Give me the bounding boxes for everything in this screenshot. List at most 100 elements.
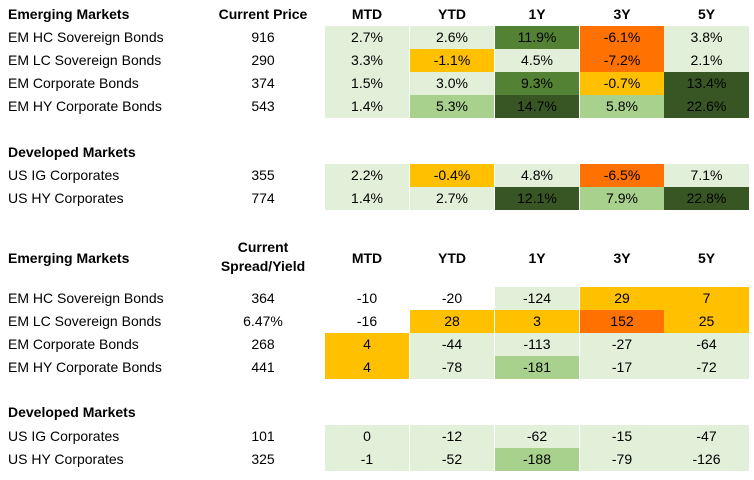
price-table-header: Emerging Markets Current Price MTD YTD 1… bbox=[0, 3, 754, 26]
metric-cell: 2.6% bbox=[410, 26, 494, 49]
row-value: 364 bbox=[251, 290, 275, 306]
metric-cell: -72 bbox=[664, 356, 749, 379]
column-header: 1Y bbox=[528, 6, 546, 22]
column-header: Current Price bbox=[218, 6, 308, 22]
row-value: 774 bbox=[251, 190, 275, 206]
metric-cell: 3.8% bbox=[664, 26, 749, 49]
metric-cell: 7.9% bbox=[580, 187, 664, 210]
row-label: EM HY Corporate Bonds bbox=[8, 98, 162, 114]
metric-cell: 1.4% bbox=[325, 95, 409, 118]
metric-cell: 2.1% bbox=[664, 49, 749, 72]
metric-cell: -181 bbox=[495, 356, 579, 379]
metric-cell: -15 bbox=[580, 425, 664, 448]
row-value: 916 bbox=[251, 29, 275, 45]
metric-cell: 1.4% bbox=[325, 187, 409, 210]
table-row: EM Corporate Bonds 268 4 -44 -113 -27 -64 bbox=[0, 333, 754, 356]
metric-cell: -52 bbox=[410, 448, 494, 471]
column-header: YTD bbox=[438, 6, 466, 22]
row-label: EM Corporate Bonds bbox=[8, 75, 139, 91]
metric-cell: 2.7% bbox=[410, 187, 494, 210]
row-label: US HY Corporates bbox=[8, 451, 124, 467]
metric-cell: 5.8% bbox=[580, 95, 664, 118]
row-value: 441 bbox=[251, 359, 275, 375]
column-header: YTD bbox=[438, 250, 466, 266]
row-label: US IG Corporates bbox=[8, 428, 120, 444]
table-row: EM HY Corporate Bonds 441 4 -78 -181 -17 -72 bbox=[0, 356, 754, 379]
metric-cell: 22.6% bbox=[664, 95, 749, 118]
metric-cell: -78 bbox=[410, 356, 494, 379]
metric-cell: 4 bbox=[325, 356, 409, 379]
metric-cell: 29 bbox=[580, 287, 664, 310]
metric-cell: -12 bbox=[410, 425, 494, 448]
table-row: EM Corporate Bonds 374 1.5% 3.0% 9.3% -0.7% 13… bbox=[0, 72, 754, 95]
metric-cell: -62 bbox=[495, 425, 579, 448]
row-value: 6.47% bbox=[243, 313, 283, 329]
column-header: 3Y bbox=[613, 250, 631, 266]
metric-cell: -6.5% bbox=[580, 164, 664, 187]
section-title: Emerging Markets bbox=[8, 250, 130, 266]
metric-cell: 0 bbox=[325, 425, 409, 448]
price-dm-section: Developed Markets bbox=[0, 141, 754, 164]
metric-cell: -124 bbox=[495, 287, 579, 310]
metric-cell: 2.7% bbox=[325, 26, 409, 49]
metric-cell: -126 bbox=[664, 448, 749, 471]
metric-cell: 3.3% bbox=[325, 49, 409, 72]
metric-cell: -1 bbox=[325, 448, 409, 471]
column-header: 5Y bbox=[697, 6, 716, 22]
metric-cell: 11.9% bbox=[495, 26, 579, 49]
row-value: 101 bbox=[251, 428, 275, 444]
section-title: Developed Markets bbox=[8, 144, 136, 160]
metric-cell: 152 bbox=[580, 310, 664, 333]
metric-cell: -1.1% bbox=[410, 49, 494, 72]
row-label: EM LC Sovereign Bonds bbox=[8, 52, 162, 68]
row-label: EM HC Sovereign Bonds bbox=[8, 290, 164, 306]
metric-cell: -17 bbox=[580, 356, 664, 379]
metric-cell: 4 bbox=[325, 333, 409, 356]
row-value: 325 bbox=[251, 451, 275, 467]
metric-cell: -0.4% bbox=[410, 164, 494, 187]
row-label: EM Corporate Bonds bbox=[8, 336, 139, 352]
metric-cell: 22.8% bbox=[664, 187, 749, 210]
row-label: US HY Corporates bbox=[8, 190, 124, 206]
row-label: EM HY Corporate Bonds bbox=[8, 359, 162, 375]
column-header: MTD bbox=[351, 6, 383, 22]
metric-cell: 13.4% bbox=[664, 72, 749, 95]
metric-cell: -47 bbox=[664, 425, 749, 448]
metric-cell: -79 bbox=[580, 448, 664, 471]
row-value: 268 bbox=[251, 336, 275, 352]
row-value: 290 bbox=[251, 52, 275, 68]
row-label: EM LC Sovereign Bonds bbox=[8, 313, 162, 329]
spread-dm-section: Developed Markets bbox=[0, 401, 754, 424]
metric-cell: -44 bbox=[410, 333, 494, 356]
metric-cell: -16 bbox=[325, 310, 409, 333]
column-header: 1Y bbox=[528, 250, 546, 266]
table-row: EM LC Sovereign Bonds 290 3.3% -1.1% 4.5% -7.… bbox=[0, 49, 754, 72]
metric-cell: 7.1% bbox=[664, 164, 749, 187]
table-row: US IG Corporates 355 2.2% -0.4% 4.8% -6.5% 7.1… bbox=[0, 164, 754, 187]
column-header: 5Y bbox=[697, 250, 716, 266]
metric-cell: -64 bbox=[664, 333, 749, 356]
section-title: Developed Markets bbox=[8, 404, 136, 420]
metric-cell: 9.3% bbox=[495, 72, 579, 95]
metric-cell: -10 bbox=[325, 287, 409, 310]
row-label: US IG Corporates bbox=[8, 167, 120, 183]
metric-cell: 1.5% bbox=[325, 72, 409, 95]
metric-cell: -113 bbox=[495, 333, 579, 356]
metric-cell: -20 bbox=[410, 287, 494, 310]
column-header: 3Y bbox=[613, 6, 631, 22]
metric-cell: 12.1% bbox=[495, 187, 579, 210]
table-row: EM HC Sovereign Bonds 916 2.7% 2.6% 11.9% -6.… bbox=[0, 26, 754, 49]
metric-cell: -27 bbox=[580, 333, 664, 356]
row-value: 543 bbox=[251, 98, 275, 114]
table-row: US IG Corporates 101 0 -12 -62 -15 -47 bbox=[0, 425, 754, 448]
metric-cell: 7 bbox=[664, 287, 749, 310]
spread-table-header: Emerging Markets Current Spread/Yield MT… bbox=[0, 237, 754, 279]
metric-cell: 28 bbox=[410, 310, 494, 333]
metric-cell: -0.7% bbox=[580, 72, 664, 95]
metric-cell: 3.0% bbox=[410, 72, 494, 95]
metric-cell: -7.2% bbox=[580, 49, 664, 72]
row-label: EM HC Sovereign Bonds bbox=[8, 29, 164, 45]
section-title: Emerging Markets bbox=[8, 6, 130, 22]
column-header-line: Spread/Yield bbox=[220, 258, 306, 274]
column-header-line: Current bbox=[237, 239, 289, 255]
